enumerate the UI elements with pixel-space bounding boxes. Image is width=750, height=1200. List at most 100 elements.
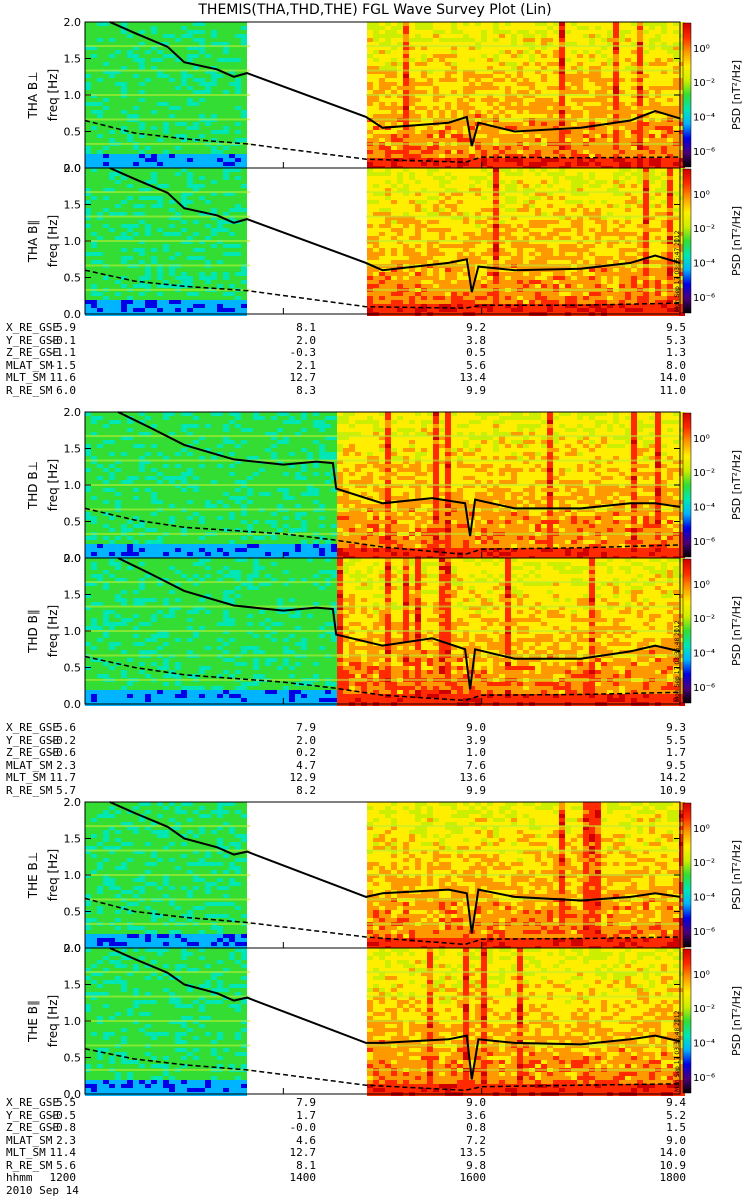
psd-cell <box>427 110 433 114</box>
psd-cell <box>115 134 121 138</box>
psd-cell <box>211 150 217 154</box>
psd-cell <box>397 98 403 102</box>
psd-cell <box>187 122 193 126</box>
psd-cell <box>367 50 373 54</box>
psd-cell <box>379 22 385 26</box>
psd-cell <box>463 98 469 102</box>
psd-cell <box>373 26 379 30</box>
psd-cell <box>391 34 397 38</box>
psd-cell <box>121 30 127 34</box>
psd-cell <box>163 90 169 94</box>
psd-cell <box>367 74 373 78</box>
psd-cell <box>217 74 223 78</box>
psd-cell <box>499 66 505 70</box>
psd-cell <box>241 82 247 86</box>
psd-cell <box>169 62 175 66</box>
psd-cell <box>145 62 151 66</box>
psd-cell <box>169 138 175 142</box>
psd-cell <box>229 126 235 130</box>
psd-cell <box>367 26 373 30</box>
psd-cell <box>145 106 151 110</box>
psd-cell <box>499 130 505 134</box>
psd-cell <box>151 90 157 94</box>
psd-cell <box>421 146 427 150</box>
psd-cell <box>97 102 103 106</box>
psd-cell <box>235 162 241 166</box>
psd-cell <box>475 30 481 34</box>
psd-cell <box>133 158 139 162</box>
psd-cell <box>169 102 175 106</box>
psd-cell <box>445 146 451 150</box>
psd-cell <box>85 146 91 150</box>
psd-cell <box>457 150 463 154</box>
psd-cell <box>175 66 181 70</box>
psd-cell <box>481 98 487 102</box>
psd-cell <box>217 122 223 126</box>
psd-cell <box>139 98 145 102</box>
psd-cell <box>235 86 241 90</box>
psd-cell <box>109 66 115 70</box>
psd-cell <box>133 110 139 114</box>
psd-cell <box>103 102 109 106</box>
psd-cell <box>229 26 235 30</box>
psd-cell <box>109 82 115 86</box>
psd-cell <box>517 58 523 62</box>
psd-cell <box>163 146 169 150</box>
psd-cell <box>373 86 379 90</box>
psd-cell <box>115 130 121 134</box>
psd-cell <box>85 22 91 26</box>
psd-cell <box>379 74 385 78</box>
psd-cell <box>97 130 103 134</box>
psd-cell <box>229 138 235 142</box>
psd-cell <box>85 154 91 158</box>
psd-cell <box>109 154 115 158</box>
psd-cell <box>481 54 487 58</box>
psd-cell <box>235 130 241 134</box>
psd-cell <box>109 130 115 134</box>
psd-cell <box>127 162 133 166</box>
psd-cell <box>187 74 193 78</box>
psd-cell <box>463 66 469 70</box>
psd-cell <box>145 90 151 94</box>
psd-cell <box>169 162 175 166</box>
psd-cell <box>235 50 241 54</box>
psd-cell <box>469 58 475 62</box>
psd-cell <box>427 50 433 54</box>
psd-cell <box>475 58 481 62</box>
psd-cell <box>511 34 517 38</box>
psd-cell <box>379 102 385 106</box>
psd-cell <box>85 78 91 82</box>
psd-cell <box>373 98 379 102</box>
psd-cell <box>379 146 385 150</box>
psd-cell <box>241 138 247 142</box>
psd-cell <box>127 74 133 78</box>
psd-cell <box>217 22 223 26</box>
psd-cell <box>469 90 475 94</box>
psd-cell <box>223 134 229 138</box>
psd-cell <box>97 158 103 162</box>
psd-cell <box>175 130 181 134</box>
psd-cell <box>97 62 103 66</box>
psd-cell <box>493 134 499 138</box>
psd-cell <box>379 110 385 114</box>
psd-cell <box>145 154 151 158</box>
psd-cell <box>193 162 199 166</box>
psd-cell <box>463 130 469 134</box>
psd-cell <box>223 154 229 158</box>
psd-cell <box>157 34 163 38</box>
psd-cell <box>115 114 121 118</box>
psd-cell <box>217 34 223 38</box>
psd-cell <box>445 106 451 110</box>
psd-cell <box>229 102 235 106</box>
psd-cell <box>187 34 193 38</box>
psd-cell <box>85 158 91 162</box>
psd-cell <box>493 158 499 162</box>
psd-cell <box>499 106 505 110</box>
psd-cell <box>97 34 103 38</box>
psd-cell <box>181 50 187 54</box>
psd-cell <box>457 110 463 114</box>
psd-cell <box>103 134 109 138</box>
psd-cell <box>217 54 223 58</box>
psd-cell <box>211 134 217 138</box>
psd-cell <box>175 162 181 166</box>
